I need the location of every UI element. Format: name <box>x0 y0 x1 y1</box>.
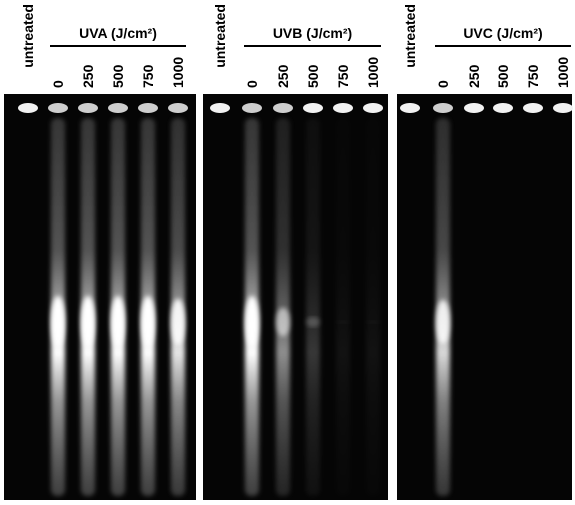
well <box>18 103 38 113</box>
well <box>168 103 188 113</box>
lane-label: 750 <box>335 64 351 88</box>
well <box>78 103 98 113</box>
well <box>48 103 68 113</box>
lane-label: 0 <box>435 80 451 88</box>
well <box>553 103 573 113</box>
dna-smear <box>306 118 320 496</box>
lane-label: 1000 <box>555 57 571 88</box>
well <box>493 103 513 113</box>
lane-label: 500 <box>495 64 511 88</box>
dna-smear <box>366 118 380 496</box>
dna-band <box>171 298 185 346</box>
lane-label: 750 <box>525 64 541 88</box>
dna-band <box>51 296 65 348</box>
lane-label: 250 <box>80 64 96 88</box>
well <box>333 103 353 113</box>
lane-label: 0 <box>244 80 260 88</box>
lane-label: 250 <box>466 64 482 88</box>
lane-label: 250 <box>275 64 291 88</box>
well <box>138 103 158 113</box>
gel-panel <box>203 94 388 500</box>
well <box>400 103 420 113</box>
dna-band <box>81 296 95 348</box>
well <box>210 103 230 113</box>
well <box>363 103 383 113</box>
dna-band <box>111 296 125 348</box>
well <box>273 103 293 113</box>
dna-band <box>436 299 450 345</box>
lane-label: untreated <box>402 4 418 68</box>
well <box>464 103 484 113</box>
gel-panel <box>4 94 196 500</box>
well <box>303 103 323 113</box>
lane-label: 500 <box>305 64 321 88</box>
dna-band <box>245 296 259 348</box>
lane-label: 1000 <box>170 57 186 88</box>
dna-smear <box>336 118 350 496</box>
lane-label: 0 <box>50 80 66 88</box>
lane-label: untreated <box>20 4 36 68</box>
panel-title: UVA (J/cm²) <box>79 25 157 41</box>
dna-band <box>306 316 320 328</box>
lane-label: untreated <box>212 4 228 68</box>
lane-label: 750 <box>140 64 156 88</box>
lane-label: 1000 <box>365 57 381 88</box>
panel-title: UVB (J/cm²) <box>273 25 352 41</box>
dna-band <box>336 320 350 324</box>
gel-panel <box>397 94 572 500</box>
panel-title: UVC (J/cm²) <box>463 25 542 41</box>
well <box>242 103 262 113</box>
well <box>108 103 128 113</box>
lane-label: 500 <box>110 64 126 88</box>
dna-band <box>366 320 380 324</box>
dna-band <box>276 307 290 337</box>
well <box>523 103 543 113</box>
dna-smear <box>276 118 290 496</box>
dna-band <box>141 296 155 348</box>
well <box>433 103 453 113</box>
